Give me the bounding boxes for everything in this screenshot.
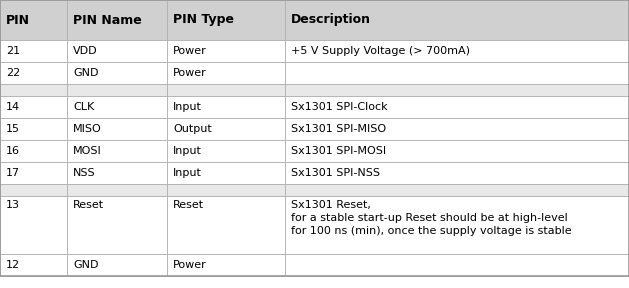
Bar: [285, 40, 629, 62]
Bar: [67, 62, 167, 84]
Text: MISO: MISO: [73, 124, 102, 134]
Bar: [67, 162, 167, 184]
Text: Sx1301 Reset,
for a stable start-up Reset should be at high-level
for 100 ns (mi: Sx1301 Reset, for a stable start-up Rese…: [291, 200, 572, 236]
Bar: [285, 162, 629, 184]
Bar: [167, 254, 285, 276]
Bar: [0, 96, 67, 118]
Text: 21: 21: [6, 46, 20, 56]
Bar: [67, 196, 167, 254]
Bar: [167, 162, 285, 184]
Bar: [167, 62, 285, 84]
Bar: [285, 0, 629, 40]
Bar: [0, 140, 67, 162]
Bar: [0, 84, 67, 96]
Text: 13: 13: [6, 200, 20, 210]
Bar: [0, 162, 67, 184]
Bar: [285, 140, 629, 162]
Bar: [0, 196, 67, 254]
Bar: [167, 140, 285, 162]
Text: PIN: PIN: [6, 14, 30, 26]
Bar: [0, 118, 67, 140]
Text: Input: Input: [173, 146, 202, 156]
Bar: [0, 184, 67, 196]
Bar: [285, 184, 629, 196]
Bar: [67, 40, 167, 62]
Text: PIN Type: PIN Type: [173, 14, 234, 26]
Text: Power: Power: [173, 68, 207, 78]
Bar: [67, 118, 167, 140]
Text: Input: Input: [173, 168, 202, 178]
Text: Description: Description: [291, 14, 371, 26]
Text: Sx1301 SPI-NSS: Sx1301 SPI-NSS: [291, 168, 380, 178]
Bar: [285, 84, 629, 96]
Bar: [167, 184, 285, 196]
Bar: [67, 84, 167, 96]
Text: NSS: NSS: [73, 168, 96, 178]
Text: VDD: VDD: [73, 46, 97, 56]
Text: +5 V Supply Voltage (> 700mA): +5 V Supply Voltage (> 700mA): [291, 46, 470, 56]
Bar: [167, 40, 285, 62]
Text: 17: 17: [6, 168, 20, 178]
Bar: [0, 0, 67, 40]
Text: Reset: Reset: [73, 200, 104, 210]
Bar: [285, 254, 629, 276]
Bar: [67, 140, 167, 162]
Bar: [67, 0, 167, 40]
Text: Sx1301 SPI-MISO: Sx1301 SPI-MISO: [291, 124, 386, 134]
Text: 12: 12: [6, 260, 20, 270]
Bar: [0, 62, 67, 84]
Bar: [0, 254, 67, 276]
Bar: [285, 196, 629, 254]
Text: Sx1301 SPI-Clock: Sx1301 SPI-Clock: [291, 102, 387, 112]
Text: 22: 22: [6, 68, 20, 78]
Bar: [167, 0, 285, 40]
Bar: [167, 118, 285, 140]
Text: Power: Power: [173, 46, 207, 56]
Bar: [67, 96, 167, 118]
Text: CLK: CLK: [73, 102, 94, 112]
Bar: [167, 96, 285, 118]
Bar: [285, 62, 629, 84]
Bar: [0, 40, 67, 62]
Bar: [285, 118, 629, 140]
Text: Input: Input: [173, 102, 202, 112]
Text: 14: 14: [6, 102, 20, 112]
Text: GND: GND: [73, 68, 99, 78]
Bar: [67, 254, 167, 276]
Text: Output: Output: [173, 124, 212, 134]
Text: Reset: Reset: [173, 200, 204, 210]
Text: Power: Power: [173, 260, 207, 270]
Bar: [167, 84, 285, 96]
Text: Sx1301 SPI-MOSI: Sx1301 SPI-MOSI: [291, 146, 386, 156]
Text: 15: 15: [6, 124, 20, 134]
Text: PIN Name: PIN Name: [73, 14, 142, 26]
Bar: [285, 96, 629, 118]
Text: GND: GND: [73, 260, 99, 270]
Bar: [67, 184, 167, 196]
Bar: [167, 196, 285, 254]
Text: MOSI: MOSI: [73, 146, 102, 156]
Text: 16: 16: [6, 146, 20, 156]
